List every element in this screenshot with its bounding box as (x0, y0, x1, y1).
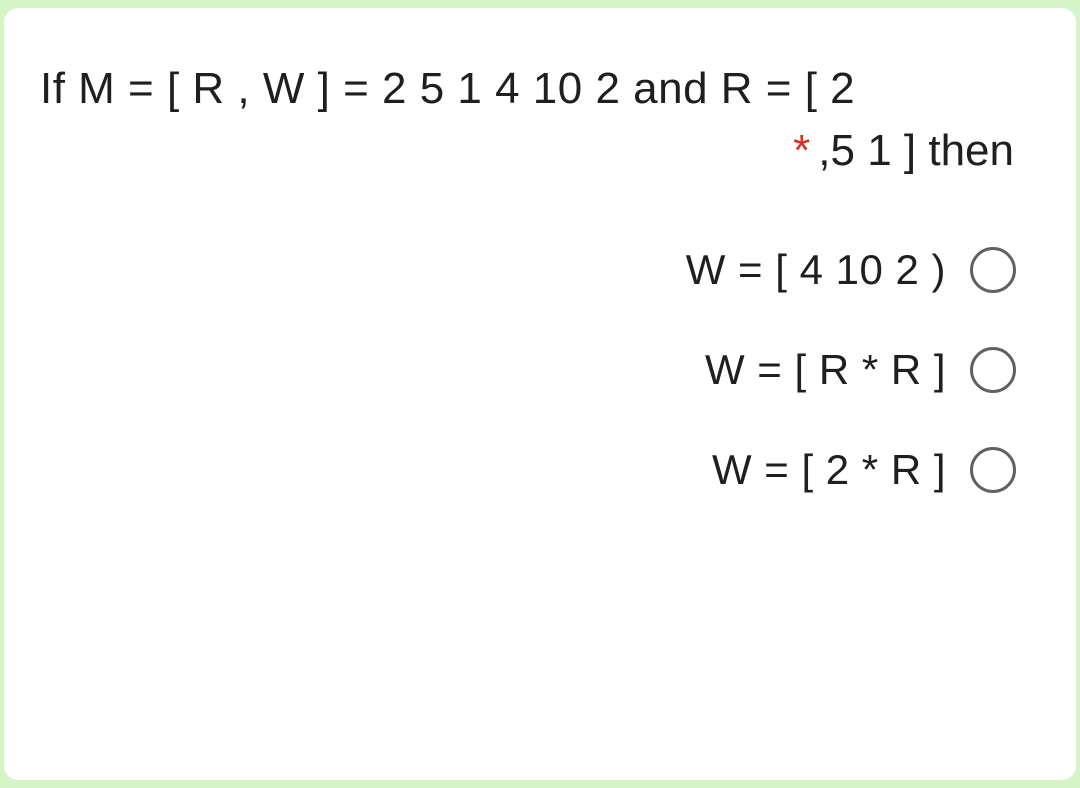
option-label: W = [ 2 * R ] (712, 446, 946, 494)
radio-icon[interactable] (970, 447, 1016, 493)
option-row[interactable]: W = [ 2 * R ] (40, 446, 1016, 494)
option-row[interactable]: W = [ 4 10 2 ) (40, 246, 1016, 294)
question-text: If M = [ R , W ] = 2 5 1 4 10 2 and R = … (40, 64, 1028, 176)
question-line-2-text: ,5 1 ] then (818, 126, 1014, 175)
radio-icon[interactable] (970, 247, 1016, 293)
option-row[interactable]: W = [ R * R ] (40, 346, 1016, 394)
question-card: If M = [ R , W ] = 2 5 1 4 10 2 and R = … (4, 8, 1076, 780)
question-line-2: *,5 1 ] then (40, 126, 1028, 176)
options-list: W = [ 4 10 2 ) W = [ R * R ] W = [ 2 * R… (40, 246, 1028, 494)
radio-icon[interactable] (970, 347, 1016, 393)
option-label: W = [ R * R ] (705, 346, 946, 394)
option-label: W = [ 4 10 2 ) (686, 246, 946, 294)
required-asterisk: * (793, 126, 810, 175)
question-line-1: If M = [ R , W ] = 2 5 1 4 10 2 and R = … (40, 64, 1028, 114)
